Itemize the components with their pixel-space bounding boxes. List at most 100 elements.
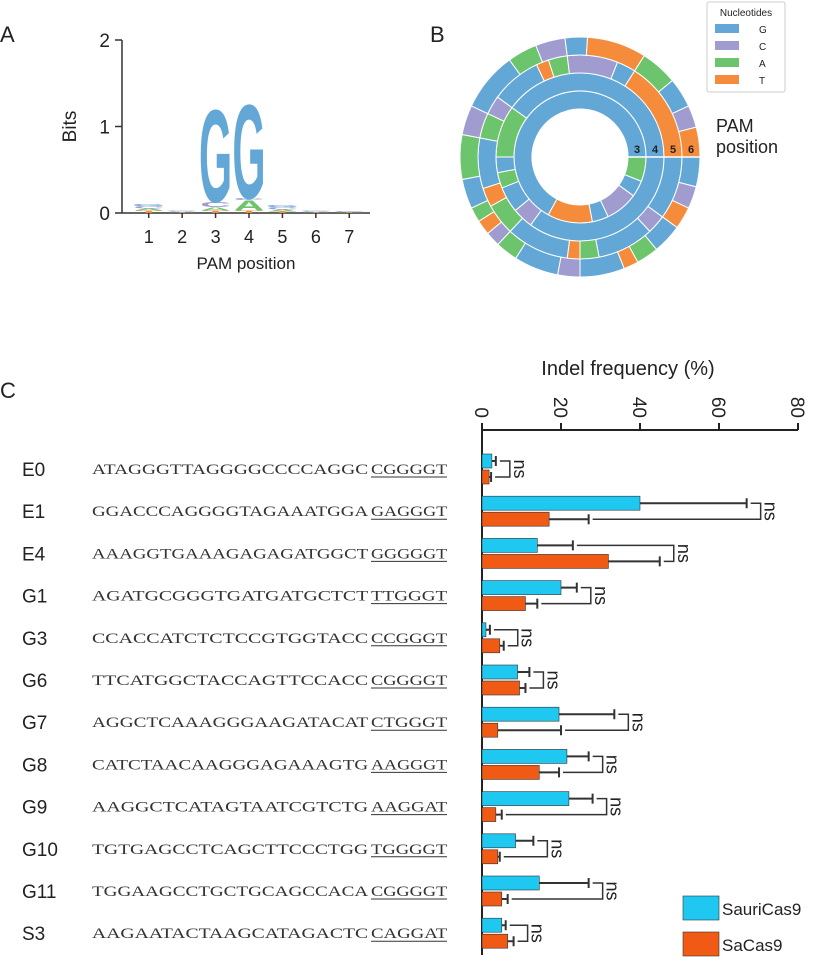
bar	[481, 849, 499, 865]
ring-label: 3	[634, 144, 640, 156]
legend-label: G	[759, 25, 767, 36]
logo-letter: C	[200, 201, 231, 209]
x-tick-label: 4	[244, 227, 254, 247]
significance-label: ns	[674, 544, 694, 563]
logo-letter: G	[232, 78, 265, 228]
error-bar	[517, 667, 531, 677]
panel-label: A	[0, 22, 15, 47]
pam-sequence: CTGGGT	[371, 715, 447, 731]
significance-bracket	[529, 671, 545, 689]
x-tick-label: 40	[628, 397, 649, 418]
pam-sequence: AAGGGT	[371, 757, 447, 773]
legend-swatch	[682, 931, 720, 957]
error-bar	[515, 835, 535, 846]
legend-swatch	[715, 75, 739, 84]
ring-segment	[556, 256, 581, 278]
error-bar	[501, 920, 507, 931]
logo-letter: C	[300, 210, 331, 211]
x-tick-label: 5	[277, 227, 287, 247]
significance-bracket	[495, 460, 511, 478]
significance-bracket	[576, 544, 675, 563]
pam-sequence: TGGGGT	[371, 842, 447, 858]
error-bar	[566, 751, 590, 762]
error-bar	[549, 514, 590, 525]
spacer-sequence: ATAGGGTTAGGGGCCCCAGGC	[92, 462, 368, 478]
x-tick-label: 0	[470, 407, 491, 418]
error-bar	[507, 936, 515, 947]
pam-sequence: GAGGGT	[371, 504, 447, 520]
ring-annotation: PAM position	[716, 116, 779, 157]
legend-swatch	[715, 24, 739, 33]
ring-label: 6	[688, 144, 694, 156]
significance-label: ns	[761, 502, 781, 521]
pam-sequence: TTGGGT	[371, 589, 447, 605]
spacer-sequence: AAGAATACTAAGCATAGACTC	[92, 926, 368, 942]
significance-label: ns	[510, 459, 530, 478]
bar	[481, 495, 641, 511]
significance-bracket	[541, 586, 592, 605]
bar	[481, 891, 503, 907]
logo-letter: C	[267, 206, 298, 210]
significance-label: ns	[603, 755, 623, 774]
panel-label: B	[430, 22, 445, 47]
logo-letter: G	[266, 205, 299, 208]
legend-label: T	[759, 76, 765, 87]
ring-segment	[678, 156, 701, 188]
bar	[481, 622, 487, 638]
bar	[481, 807, 497, 822]
logo-letter: A	[267, 209, 298, 212]
error-bar	[537, 540, 574, 551]
error-bar	[495, 809, 503, 820]
bar	[481, 638, 501, 654]
logo-letter: A	[167, 211, 198, 212]
logo-letter: C	[234, 198, 265, 201]
legend-label: SauriCas9	[722, 900, 801, 919]
row-label: G10	[22, 840, 58, 861]
error-bar	[485, 624, 491, 635]
x-tick-label: 20	[549, 397, 570, 418]
logo-letter: T	[336, 212, 363, 213]
error-bar	[525, 598, 539, 609]
logo-letter: C	[334, 211, 365, 212]
row-label: E0	[22, 460, 45, 481]
error-bar	[608, 556, 661, 567]
error-bar	[499, 640, 505, 651]
significance-label: ns	[591, 586, 611, 605]
ring-segment	[564, 36, 589, 57]
bar	[481, 680, 520, 696]
spacer-sequence: AGATGCGGGTGATGATGCTCT	[92, 589, 368, 605]
legend-swatch	[682, 895, 720, 921]
y-tick-label: 1	[99, 118, 110, 139]
row-label: G6	[22, 671, 47, 692]
error-bar	[497, 851, 501, 862]
logo-letter: A	[334, 212, 365, 213]
ring-segment	[495, 156, 516, 174]
spacer-sequence: AAGGCTCATAGTAATCGTCTG	[92, 800, 368, 816]
bar	[481, 511, 550, 527]
x-tick-label: 60	[707, 397, 728, 418]
bar	[481, 933, 508, 949]
row-label: E1	[22, 502, 45, 523]
logo-letter: G	[299, 209, 332, 210]
pam-sequence: CAGGAT	[371, 926, 447, 942]
spacer-sequence: TGTGAGCCTCAGCTTCCCTGG	[92, 842, 368, 858]
bar	[481, 664, 518, 680]
significance-bracket	[592, 502, 762, 520]
y-tick-label: 2	[99, 31, 110, 52]
legend-title: Nucleotides	[720, 8, 772, 19]
row-label: G3	[22, 629, 47, 650]
pam-sequence: GGGGGT	[371, 546, 447, 562]
bar	[481, 722, 499, 738]
logo-letter: T	[136, 210, 163, 214]
error-bar	[489, 472, 493, 482]
error-bar	[640, 498, 748, 509]
y-axis-label: Bits	[60, 111, 81, 143]
row-label: G8	[22, 755, 47, 776]
ring-label: 5	[670, 144, 676, 156]
logo-letter: T	[203, 210, 230, 214]
significance-bracket	[563, 755, 604, 774]
logo-letter: C	[167, 210, 198, 211]
spacer-sequence: AGGCTCAAAGGGAAGATACAT	[92, 715, 368, 731]
error-bar	[501, 894, 509, 904]
